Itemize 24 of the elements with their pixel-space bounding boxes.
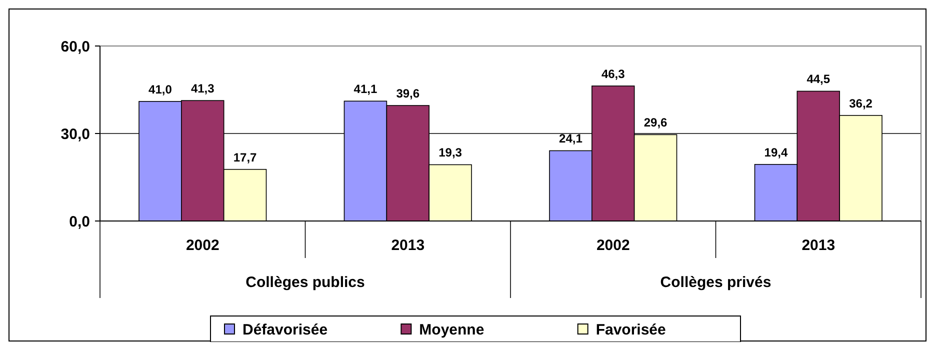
y-tick-label: 0,0 [69, 213, 90, 230]
data-label: 29,6 [644, 116, 668, 130]
x-tick-label: 2002 [186, 237, 220, 254]
data-label: 19,3 [438, 146, 462, 160]
data-label: 46,3 [601, 66, 626, 81]
data-label: 44,5 [806, 72, 830, 86]
legend-label: Défavorisée [242, 321, 328, 338]
data-label: 41,0 [148, 82, 172, 96]
x-tick-label: 2002 [596, 237, 630, 254]
text: Collèges publics [246, 274, 365, 291]
data-label: 41,1 [354, 82, 378, 96]
data-label: 19,4 [764, 145, 788, 160]
data-label: 24,1 [559, 132, 583, 146]
y-tick-label: 30,0 [60, 126, 90, 143]
data-label: 39,6 [396, 86, 420, 100]
data-label: 17,7 [233, 150, 258, 164]
text: Collèges privés [660, 274, 772, 291]
data-label: 36,2 [849, 96, 873, 110]
legend-label: Favorisée [596, 321, 666, 338]
x-tick-label: 2013 [802, 237, 836, 254]
y-tick-label: 60,0 [60, 38, 90, 56]
legend-label: Moyenne [419, 321, 484, 338]
data-label: 41,3 [190, 82, 215, 96]
x-tick-label: 2013 [391, 237, 425, 254]
